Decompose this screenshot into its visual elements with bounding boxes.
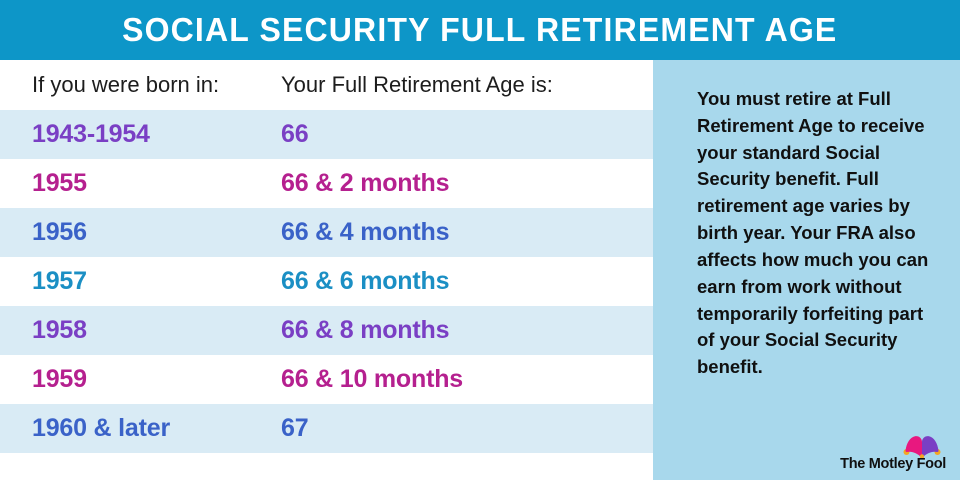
cell-birth-year: 1955 [32,169,87,197]
table-row: 1955 66 & 2 months [0,159,653,208]
column-header-birth-year: If you were born in: [32,72,220,97]
cell-retirement-age: 66 & 10 months [281,365,463,393]
table-row: 1959 66 & 10 months [0,355,653,404]
table-row: 1957 66 & 6 months [0,257,653,306]
cell-birth-year: 1960 & later [32,414,170,442]
cell-birth-year: 1943-1954 [32,120,150,148]
jester-cap-icon [900,435,944,459]
brand-logo: The Motley Fool [840,435,946,472]
header-bar: Social Security Full Retirement Age [0,0,960,60]
cell-retirement-age: 66 & 8 months [281,316,450,344]
column-header-retirement-age: Your Full Retirement Age is: [281,72,553,97]
cell-retirement-age: 67 [281,414,309,442]
cell-birth-year: 1959 [32,365,87,393]
cell-retirement-age: 66 & 4 months [281,218,450,246]
cell-retirement-age: 66 [281,120,309,148]
page-title: Social Security Full Retirement Age [122,11,838,48]
cell-birth-year: 1957 [32,267,87,295]
cell-retirement-age: 66 & 2 months [281,169,450,197]
retirement-age-table: If you were born in: Your Full Retiremen… [0,60,653,480]
sidebar-note-panel: You must retire at Full Retirement Age t… [653,60,960,480]
table-row: 1956 66 & 4 months [0,208,653,257]
table-row: 1960 & later 67 [0,404,653,453]
cell-retirement-age: 66 & 6 months [281,267,450,295]
cell-birth-year: 1956 [32,218,87,246]
brand-logo-text: The Motley Fool [840,456,946,472]
table-header-row: If you were born in: Your Full Retiremen… [0,60,653,110]
sidebar-body-text: You must retire at Full Retirement Age t… [697,88,929,378]
table-row: 1958 66 & 8 months [0,306,653,355]
table-row: 1943-1954 66 [0,110,653,159]
cell-birth-year: 1958 [32,316,87,344]
